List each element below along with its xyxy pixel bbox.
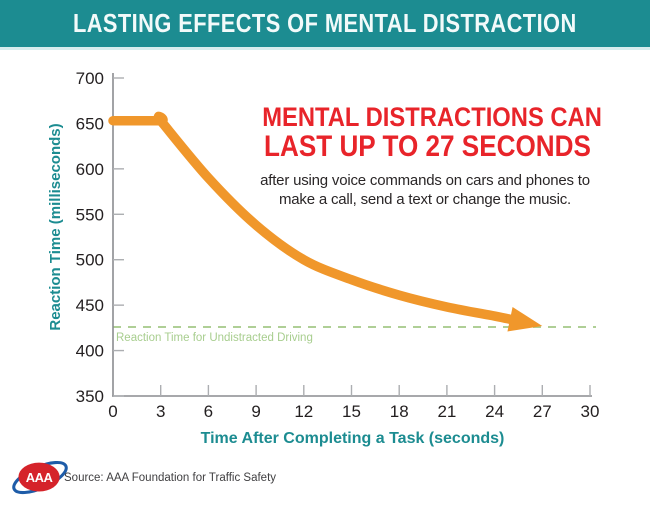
x-tick-label: 18 <box>390 402 409 421</box>
callout-subtext-line2: make a call, send a text or change the m… <box>279 191 571 209</box>
callout-subtext: after using voice commands on cars and p… <box>240 171 610 209</box>
y-tick-label: 550 <box>76 205 104 224</box>
x-axis-title: Time After Completing a Task (seconds) <box>200 430 505 447</box>
page-title: LASTING EFFECTS OF MENTAL DISTRACTION <box>73 8 577 38</box>
y-tick-label: 650 <box>76 114 104 133</box>
curve-arrowhead-icon <box>507 307 543 332</box>
x-tick-label: 30 <box>581 402 600 421</box>
y-tick-label: 700 <box>76 69 104 88</box>
aaa-logo-icon: AAA <box>12 460 68 495</box>
x-tick-label: 6 <box>204 402 213 421</box>
logo-text: AAA <box>26 470 54 485</box>
logo-oval <box>18 462 60 492</box>
y-tick-label: 350 <box>76 387 104 406</box>
source-credit: Source: AAA Foundation for Traffic Safet… <box>64 472 277 484</box>
callout-heading-line1: MENTAL DISTRACTIONS CAN <box>262 102 602 132</box>
callout-heading-line2: LAST UP TO 27 SECONDS <box>264 130 591 163</box>
x-tick-label: 21 <box>437 402 456 421</box>
baseline-label: Reaction Time for Undistracted Driving <box>116 332 313 344</box>
x-tick-label: 24 <box>485 402 504 421</box>
x-tick-label: 3 <box>156 402 165 421</box>
y-tick-label: 500 <box>76 251 104 270</box>
x-tick-label: 12 <box>294 402 313 421</box>
x-tick-label: 9 <box>251 402 260 421</box>
callout-block: MENTAL DISTRACTIONS CAN LAST UP TO 27 SE… <box>240 104 610 209</box>
x-tick-label: 0 <box>108 402 117 421</box>
reaction-time-curve <box>108 111 515 325</box>
callout-subtext-line1: after using voice commands on cars and p… <box>260 172 590 189</box>
x-tick-label: 15 <box>342 402 361 421</box>
y-tick-label: 450 <box>76 296 104 315</box>
x-tick-label: 27 <box>533 402 552 421</box>
header-banner: LASTING EFFECTS OF MENTAL DISTRACTION <box>0 0 650 50</box>
y-tick-label: 600 <box>76 160 104 179</box>
y-axis-title: Reaction Time (milliseconds) <box>47 123 64 331</box>
y-tick-label: 400 <box>76 342 104 361</box>
